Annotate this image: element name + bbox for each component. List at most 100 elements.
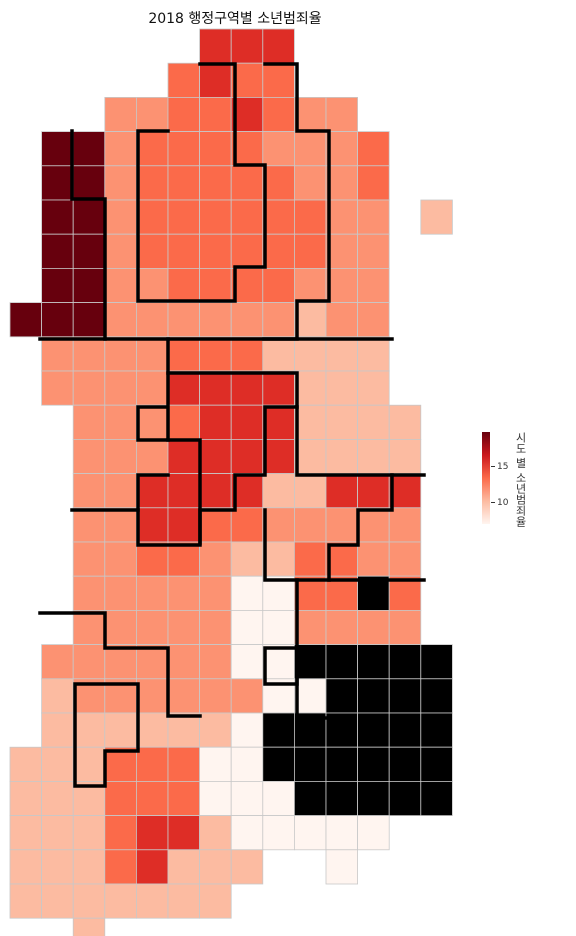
- map-cell: [357, 131, 390, 167]
- map-cell: [41, 199, 74, 235]
- map-cell: [135, 610, 169, 646]
- map-cell: [72, 267, 106, 303]
- map-cell: [167, 507, 201, 543]
- map-cell: [72, 610, 106, 646]
- map-cell: [325, 233, 359, 269]
- map-cell: [262, 507, 295, 543]
- map-cell: [199, 541, 232, 577]
- map-cell: [293, 267, 327, 303]
- map-cell: [72, 746, 106, 782]
- map-cell: [230, 199, 264, 235]
- map-cell: [230, 302, 264, 338]
- map-cell: [357, 575, 390, 611]
- map-cell: [167, 302, 201, 338]
- province-boundary: [70, 129, 107, 341]
- map-cell: [199, 199, 232, 235]
- map-cell: [104, 712, 137, 748]
- map-cell: [293, 610, 327, 646]
- map-cell: [9, 883, 43, 919]
- map-cell: [41, 267, 74, 303]
- map-cell: [167, 438, 201, 474]
- map-cell: [104, 131, 137, 167]
- map-cell: [199, 575, 232, 611]
- map-cell: [104, 883, 137, 919]
- map-cell: [199, 233, 232, 269]
- map-cell: [167, 473, 201, 509]
- map-cell: [72, 883, 106, 919]
- map-cell: [230, 165, 264, 201]
- map-cell: [325, 644, 359, 680]
- map-cell: [199, 336, 232, 372]
- map-cell: [199, 815, 232, 851]
- map-cell: [262, 575, 295, 611]
- map-cell: [262, 746, 295, 782]
- map-cell: [72, 131, 106, 167]
- map-cell: [135, 199, 169, 235]
- map-cell: [293, 815, 327, 851]
- map-cell: [388, 712, 422, 748]
- map-cell: [104, 815, 137, 851]
- map-cell: [135, 233, 169, 269]
- map-cell: [293, 199, 327, 235]
- map-cell: [135, 644, 169, 680]
- map-cell: [293, 336, 327, 372]
- legend-tick-15: 15: [491, 462, 508, 472]
- map-cell: [357, 199, 390, 235]
- map-cell: [135, 849, 169, 885]
- map-cell: [325, 404, 359, 440]
- map-cell: [357, 507, 390, 543]
- province-boundary: [166, 371, 299, 545]
- map-cell: [72, 302, 106, 338]
- map-cell: [104, 438, 137, 474]
- map-cell: [9, 302, 43, 338]
- map-cell: [41, 233, 74, 269]
- map-cell: [167, 610, 201, 646]
- map-cell: [357, 473, 390, 509]
- map-cell: [104, 541, 137, 577]
- map-cell: [357, 165, 390, 201]
- map-cell: [72, 712, 106, 748]
- map-cell: [357, 233, 390, 269]
- province-boundary: [262, 62, 331, 341]
- map-cell: [230, 815, 264, 851]
- map-cell: [167, 644, 201, 680]
- map-cell: [72, 849, 106, 885]
- map-cell: [41, 370, 74, 406]
- map-cell: [167, 781, 201, 817]
- map-cell: [293, 644, 327, 680]
- map-cell: [41, 336, 74, 372]
- province-boundary: [136, 438, 202, 547]
- map-cell: [104, 610, 137, 646]
- map-cell: [293, 541, 327, 577]
- map-cell: [135, 267, 169, 303]
- map-cell: [388, 438, 422, 474]
- map-cell: [230, 233, 264, 269]
- map-cell: [388, 541, 422, 577]
- map-cell: [262, 267, 295, 303]
- map-cell: [420, 678, 453, 714]
- map-cell: [199, 883, 232, 919]
- map-cell: [262, 370, 295, 406]
- map-cell: [135, 712, 169, 748]
- map-cell: [293, 165, 327, 201]
- map-cell: [325, 473, 359, 509]
- map-cell: [104, 849, 137, 885]
- map-cell: [325, 370, 359, 406]
- map-cell: [167, 336, 201, 372]
- map-cell: [104, 97, 137, 133]
- map-cell: [72, 815, 106, 851]
- map-cell: [41, 302, 74, 338]
- map-cell: [230, 712, 264, 748]
- map-cell: [262, 610, 295, 646]
- map-cell: [293, 678, 327, 714]
- map-cell: [167, 267, 201, 303]
- province-boundary: [73, 682, 140, 788]
- map-title: 2018 행정구역별 소년범죄율: [148, 11, 322, 27]
- map-cell: [72, 473, 106, 509]
- map-cell: [420, 199, 453, 235]
- map-cell: [72, 233, 106, 269]
- map-cell: [262, 644, 295, 680]
- map-cell: [388, 473, 422, 509]
- map-cell: [230, 404, 264, 440]
- map-cell: [72, 917, 106, 936]
